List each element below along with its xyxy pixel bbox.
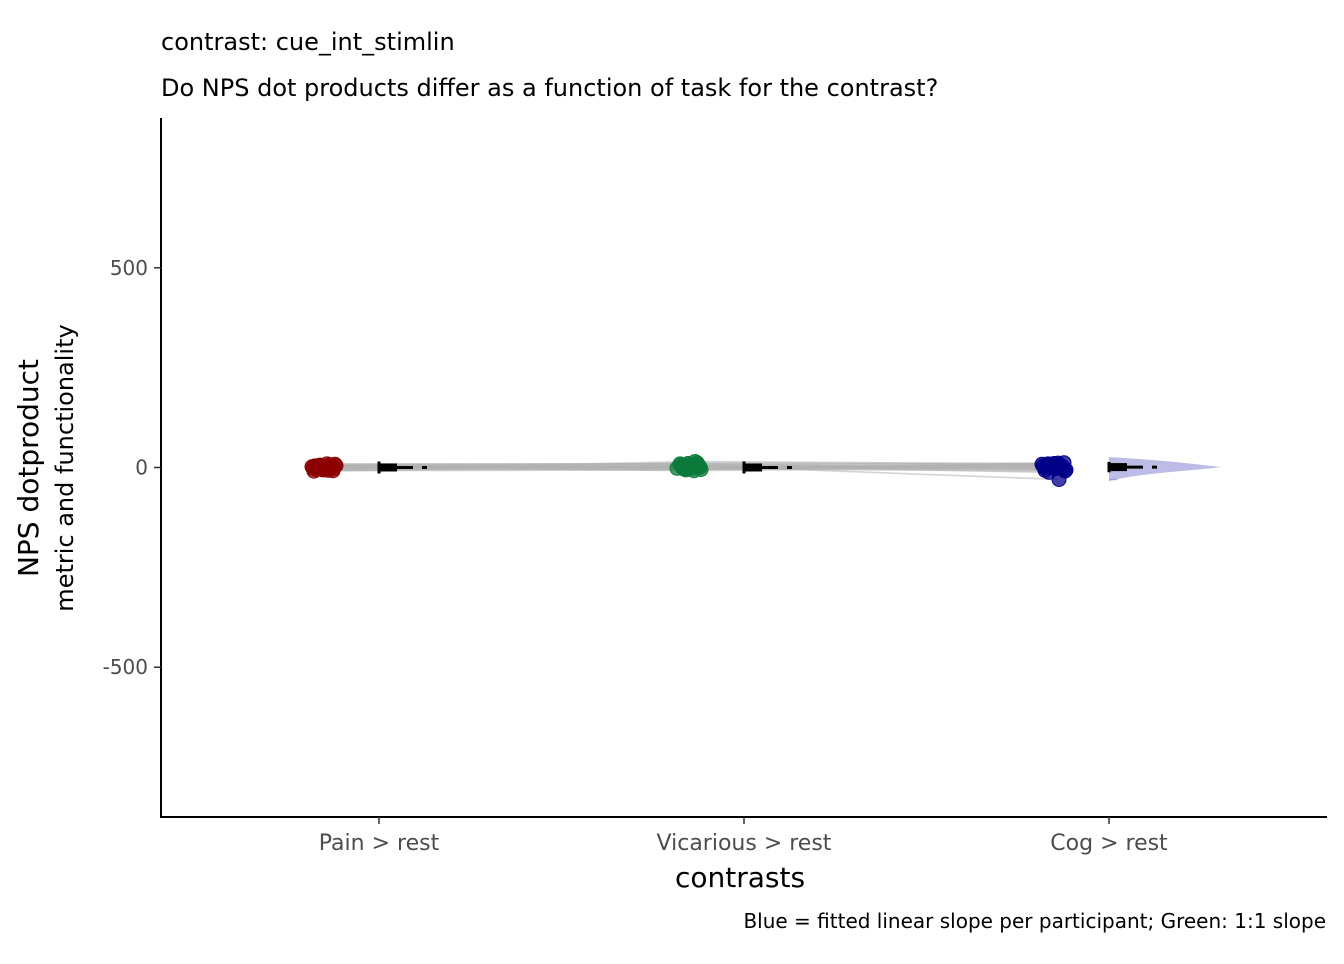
x-tick-label: Pain > rest (319, 831, 440, 856)
data-point (306, 461, 320, 475)
x-tick-label: Vicarious > rest (657, 831, 832, 856)
x-axis-label: contrasts (675, 861, 805, 894)
x-axis-ticks: Pain > rest Vicarious > rest Cog > rest (319, 817, 1168, 856)
data-point (685, 459, 699, 473)
data-point (319, 460, 333, 474)
data-point (1050, 459, 1064, 473)
summary-box (379, 464, 397, 472)
y-tick-label: -500 (103, 655, 148, 679)
data-point (1052, 472, 1066, 486)
x-tick-label: Cog > rest (1050, 831, 1168, 856)
series-points (1035, 456, 1073, 487)
summary-box (1109, 463, 1127, 471)
summary-box (744, 464, 762, 472)
chart-subtitle: Do NPS dot products differ as a function… (161, 74, 938, 102)
y-axis-label-line-2: metric and functionality (51, 324, 79, 611)
data-point (1037, 461, 1051, 475)
plot-area (305, 455, 1221, 487)
series-points (670, 455, 708, 478)
chart-title: contrast: cue_int_stimlin (161, 28, 455, 56)
y-axis-label-line-1: NPS dotproduct (12, 359, 45, 577)
y-axis-ticks: -500 0 500 (103, 256, 161, 679)
chart-caption: Blue = fitted linear slope per participa… (743, 909, 1326, 933)
series-points (305, 457, 343, 478)
y-tick-label: 0 (135, 456, 148, 480)
participant-line (680, 463, 1058, 464)
y-tick-label: 500 (110, 256, 148, 280)
